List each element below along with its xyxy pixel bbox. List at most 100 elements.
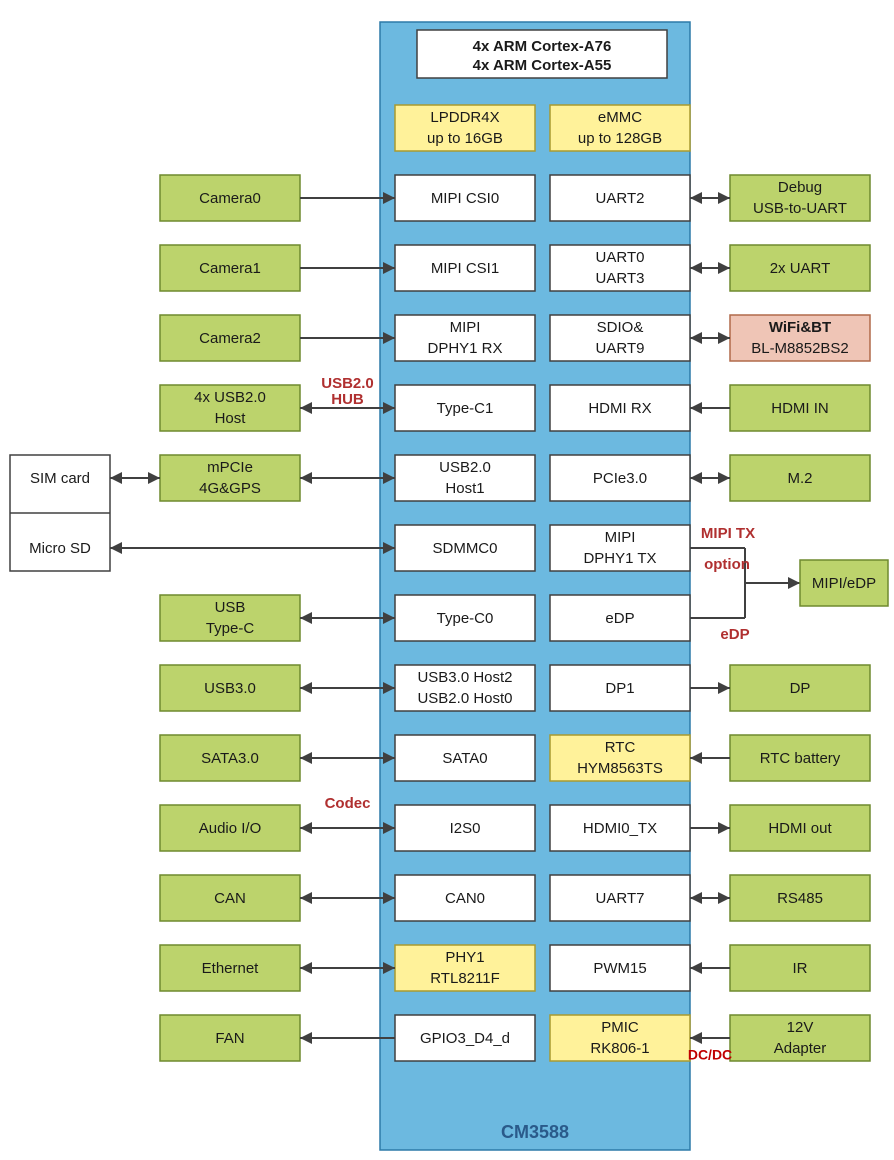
left-r11-l1: Ethernet: [202, 960, 260, 977]
arrow-head: [300, 682, 312, 694]
cpu-l1: 4x ARM Cortex-A76: [473, 38, 612, 55]
soc2-r8-l2: HYM8563TS: [577, 760, 663, 777]
soc-title: CM3588: [501, 1122, 569, 1142]
arrow-head: [690, 1032, 702, 1044]
arrow-head: [300, 612, 312, 624]
right-r11-l1: IR: [793, 960, 808, 977]
arrow-head: [148, 472, 160, 484]
left-r6-l2: Type-C: [206, 620, 255, 637]
arrow-head: [718, 822, 730, 834]
arrow-head: [300, 402, 312, 414]
soc2-r1-l2: UART3: [596, 270, 645, 287]
left-r4-l2: 4G&GPS: [199, 480, 261, 497]
arrow-head: [690, 472, 702, 484]
right-r4-l1: M.2: [787, 470, 812, 487]
arrow-head: [718, 262, 730, 274]
arrow-head: [690, 962, 702, 974]
arrow-head: [300, 822, 312, 834]
soc1-r11-l2: RTL8211F: [430, 970, 500, 987]
arrow-head: [690, 192, 702, 204]
soc2-r6-l1: eDP: [605, 610, 634, 627]
soc2-r12-l1: PMIC: [601, 1019, 639, 1036]
soc1-r1-l1: MIPI CSI1: [431, 260, 499, 277]
arrow-head: [718, 332, 730, 344]
arrow-head: [718, 472, 730, 484]
soc2-r3-l1: HDMI RX: [588, 400, 651, 417]
right-r12-l2: Adapter: [774, 1040, 827, 1057]
left-r4-l1: mPCIe: [207, 459, 253, 476]
arrow-head: [690, 752, 702, 764]
left-r10-l1: CAN: [214, 890, 246, 907]
soc2-r11-l1: PWM15: [593, 960, 646, 977]
soc2-r8-l1: RTC: [605, 739, 636, 756]
arrow-head: [300, 752, 312, 764]
arrow-head: [300, 892, 312, 904]
soc2-r12-l2: RK806-1: [590, 1040, 649, 1057]
arrow-head: [718, 192, 730, 204]
soc2-r10-l1: UART7: [596, 890, 645, 907]
arrow-head: [300, 1032, 312, 1044]
left-r7-l1: USB3.0: [204, 680, 256, 697]
left-r3-l2: Host: [215, 410, 247, 427]
soc2-r9-l1: HDMI0_TX: [583, 820, 657, 837]
soc1-r2-l1: MIPI: [450, 319, 481, 336]
soc1-r9-l1: I2S0: [450, 820, 481, 837]
right-r10-l1: RS485: [777, 890, 823, 907]
left-r1-l1: Camera1: [199, 260, 261, 277]
left-r6-l1: USB: [215, 599, 246, 616]
edp-note: eDP: [720, 626, 749, 643]
soc2-mem-l1: eMMC: [598, 109, 642, 126]
mipi-tx-note: MIPI TX: [701, 525, 755, 542]
right-r0-l2: USB-to-UART: [753, 200, 847, 217]
arrow-head: [718, 892, 730, 904]
left-note-r9: Codec: [325, 795, 371, 812]
arrow-head: [718, 682, 730, 694]
mipi-edp-box-l1: MIPI/eDP: [812, 575, 876, 592]
soc2-r7-l1: DP1: [605, 680, 634, 697]
left-r12-l1: FAN: [215, 1030, 244, 1047]
soc1-r4-l2: Host1: [445, 480, 484, 497]
left-r2-l1: Camera2: [199, 330, 261, 347]
soc1-r5-l1: SDMMC0: [432, 540, 497, 557]
arrow-head: [788, 577, 800, 589]
right-r2-l1: WiFi&BT: [769, 319, 831, 336]
soc1-r6-l1: Type-C0: [437, 610, 494, 627]
left-note-r3: USB2.0: [321, 375, 374, 392]
soc1-r10-l1: CAN0: [445, 890, 485, 907]
soc2-r1-l1: UART0: [596, 249, 645, 266]
left-r8-l1: SATA3.0: [201, 750, 259, 767]
soc1-mem-l2: up to 16GB: [427, 130, 503, 147]
right-r12-l1: 12V: [787, 1019, 814, 1036]
left-note2-r3: HUB: [331, 391, 364, 408]
arrow-head: [690, 332, 702, 344]
soc2-r4-l1: PCIe3.0: [593, 470, 647, 487]
soc2-r2-l1: SDIO&: [597, 319, 644, 336]
arrow-head: [300, 472, 312, 484]
left-r9-l1: Audio I/O: [199, 820, 262, 837]
arrow-head: [690, 402, 702, 414]
right-r3-l1: HDMI IN: [771, 400, 829, 417]
soc1-r3-l1: Type-C1: [437, 400, 494, 417]
soc1-r11-l1: PHY1: [445, 949, 484, 966]
left-r3-l1: 4x USB2.0: [194, 389, 266, 406]
soc1-mem-l1: LPDDR4X: [430, 109, 499, 126]
soc2-r0-l1: UART2: [596, 190, 645, 207]
soc2-mem-l2: up to 128GB: [578, 130, 662, 147]
soc1-r4-l1: USB2.0: [439, 459, 491, 476]
soc1-r0-l1: MIPI CSI0: [431, 190, 499, 207]
cpu-l2: 4x ARM Cortex-A55: [473, 57, 612, 74]
right-r1-l1: 2x UART: [770, 260, 831, 277]
soc1-r7-l1: USB3.0 Host2: [417, 669, 512, 686]
arrow-head: [110, 472, 122, 484]
soc1-r8-l1: SATA0: [442, 750, 487, 767]
left-r0-l1: Camera0: [199, 190, 261, 207]
right-r2-l2: BL-M8852BS2: [751, 340, 849, 357]
soc1-r12-l1: GPIO3_D4_d: [420, 1030, 510, 1047]
soc2-r5-l2: DPHY1 TX: [583, 550, 656, 567]
arrow-head: [300, 962, 312, 974]
soc2-r2-l2: UART9: [596, 340, 645, 357]
right-r9-l1: HDMI out: [768, 820, 832, 837]
right-note-r12: DC/DC: [688, 1047, 732, 1063]
arrow-head: [690, 892, 702, 904]
right-r0-l1: Debug: [778, 179, 822, 196]
